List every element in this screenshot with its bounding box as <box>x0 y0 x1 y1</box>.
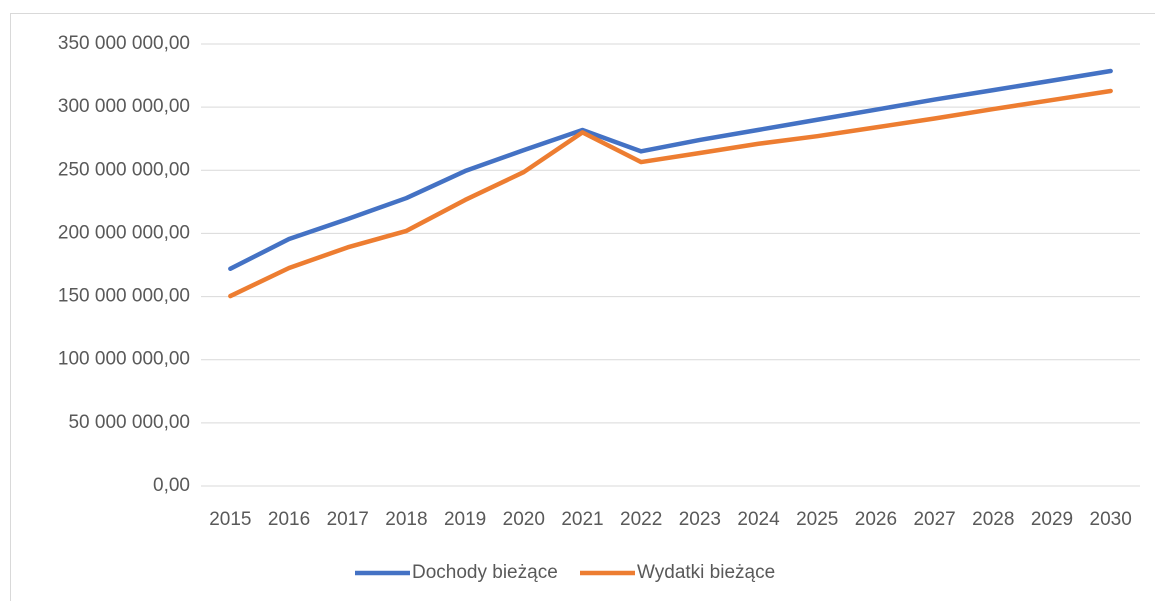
x-tick-label: 2018 <box>385 509 427 530</box>
y-tick-label: 0,00 <box>153 475 190 496</box>
x-tick-label: 2026 <box>855 509 897 530</box>
y-tick-label: 300 000 000,00 <box>58 96 190 117</box>
x-tick-label: 2020 <box>503 509 545 530</box>
x-tick-label: 2024 <box>737 509 780 530</box>
x-tick-label: 2025 <box>796 509 838 530</box>
legend-label: Wydatki bieżące <box>637 562 775 583</box>
x-tick-label: 2022 <box>620 509 662 530</box>
y-tick-label: 50 000 000,00 <box>68 412 190 433</box>
y-tick-label: 150 000 000,00 <box>58 286 190 307</box>
y-tick-label: 200 000 000,00 <box>58 222 190 243</box>
x-tick-label: 2027 <box>913 509 955 530</box>
x-tick-label: 2028 <box>972 509 1014 530</box>
x-tick-label: 2023 <box>679 509 721 530</box>
x-tick-label: 2016 <box>268 509 310 530</box>
y-tick-label: 100 000 000,00 <box>58 349 190 370</box>
legend-label: Dochody bieżące <box>412 562 558 583</box>
y-tick-label: 350 000 000,00 <box>58 33 190 54</box>
x-tick-label: 2015 <box>209 509 251 530</box>
x-tick-label: 2019 <box>444 509 486 530</box>
x-tick-label: 2021 <box>561 509 603 530</box>
y-tick-label: 250 000 000,00 <box>58 159 190 180</box>
x-tick-label: 2030 <box>1090 509 1132 530</box>
x-tick-label: 2017 <box>327 509 369 530</box>
x-tick-label: 2029 <box>1031 509 1073 530</box>
